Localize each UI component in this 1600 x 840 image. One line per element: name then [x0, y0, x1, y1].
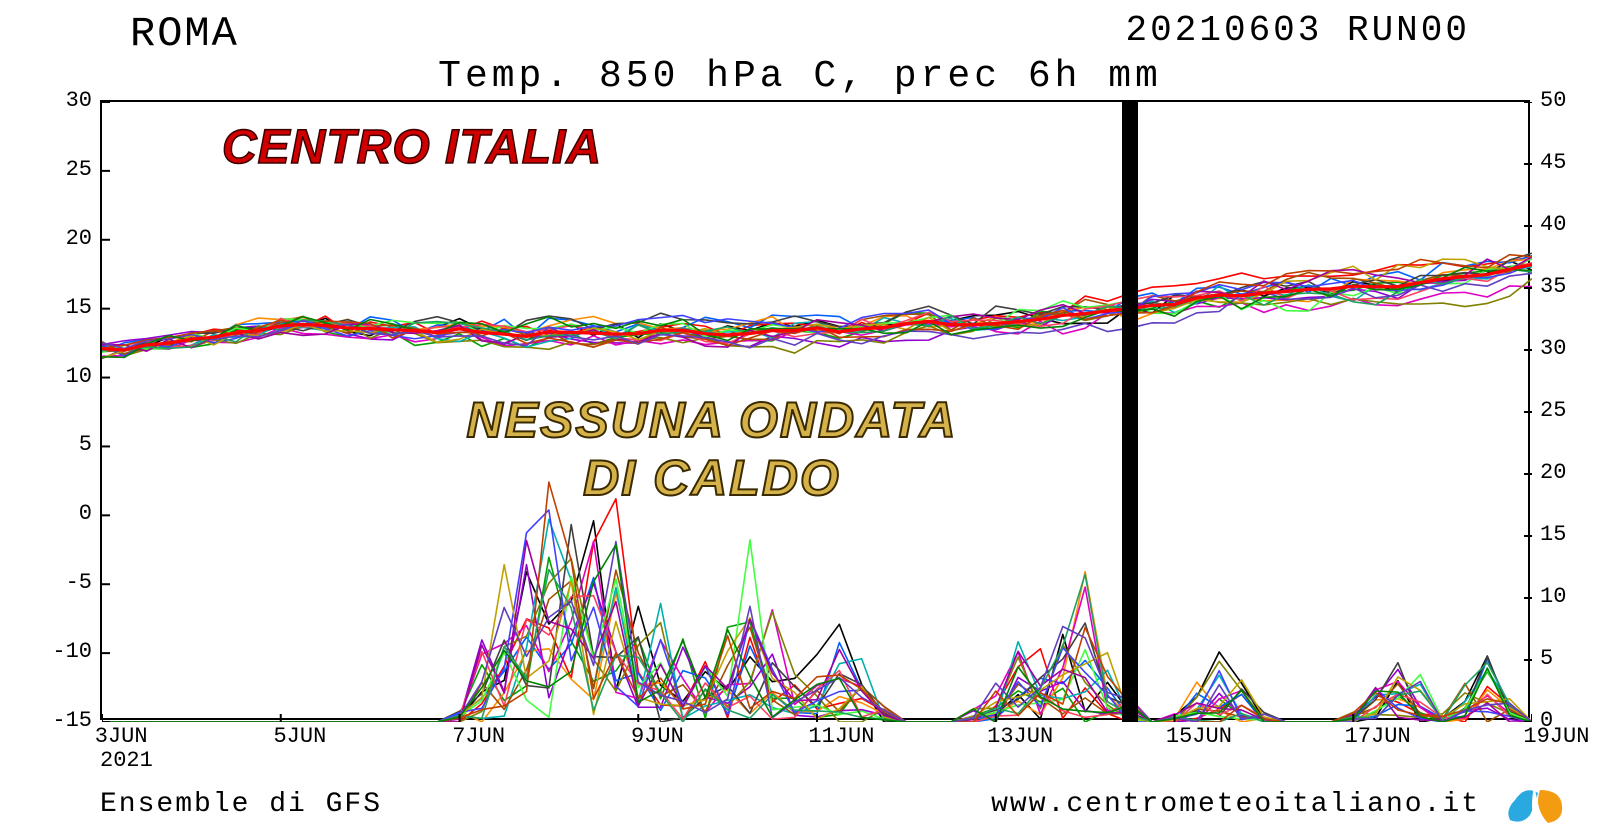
overlay-message-l2: DI CALDO [583, 450, 841, 506]
overlay-message: NESSUNA ONDATA DI CALDO [332, 392, 1092, 507]
footer-url: www.centrometeoitaliano.it [991, 789, 1480, 820]
yleft-tick: -5 [12, 570, 92, 595]
ensemble-plot: CENTRO ITALIA NESSUNA ONDATA DI CALDO [100, 100, 1530, 720]
yright-tick: 20 [1540, 460, 1600, 485]
x-tick: 17JUN [1345, 724, 1411, 749]
overlay-region: CENTRO ITALIA [222, 120, 602, 175]
yright-tick: 5 [1540, 646, 1600, 671]
x-axis-year: 2021 [100, 748, 153, 773]
x-tick: 5JUN [273, 724, 326, 749]
yleft-tick: 30 [12, 88, 92, 113]
yleft-tick: -15 [12, 708, 92, 733]
yright-tick: 10 [1540, 584, 1600, 609]
chart-subtitle: Temp. 850 hPa C, prec 6h mm [0, 55, 1600, 98]
yleft-tick: 0 [12, 501, 92, 526]
yright-tick: 35 [1540, 274, 1600, 299]
x-tick: 13JUN [987, 724, 1053, 749]
yright-tick: 40 [1540, 212, 1600, 237]
x-tick: 11JUN [808, 724, 874, 749]
yleft-tick: 5 [12, 432, 92, 457]
yright-tick: 45 [1540, 150, 1600, 175]
yleft-tick: 20 [12, 226, 92, 251]
run-info: 20210603 RUN00 [1126, 10, 1470, 58]
yright-tick: 30 [1540, 336, 1600, 361]
yright-tick: 50 [1540, 88, 1600, 113]
x-tick: 15JUN [1166, 724, 1232, 749]
x-tick: 7JUN [452, 724, 505, 749]
x-tick: 9JUN [631, 724, 684, 749]
yright-tick: 15 [1540, 522, 1600, 547]
overlay-message-l1: NESSUNA ONDATA [467, 392, 958, 448]
yright-tick: 25 [1540, 398, 1600, 423]
yleft-tick: 15 [12, 295, 92, 320]
logo-icon [1500, 775, 1570, 830]
yleft-tick: -10 [12, 639, 92, 664]
forecast-limit-bar [1122, 102, 1138, 722]
x-tick: 3JUN [95, 724, 148, 749]
yleft-tick: 25 [12, 157, 92, 182]
footer-source: Ensemble di GFS [100, 789, 382, 820]
location-title: ROMA [130, 10, 239, 58]
yleft-tick: 10 [12, 364, 92, 389]
x-tick: 19JUN [1523, 724, 1589, 749]
